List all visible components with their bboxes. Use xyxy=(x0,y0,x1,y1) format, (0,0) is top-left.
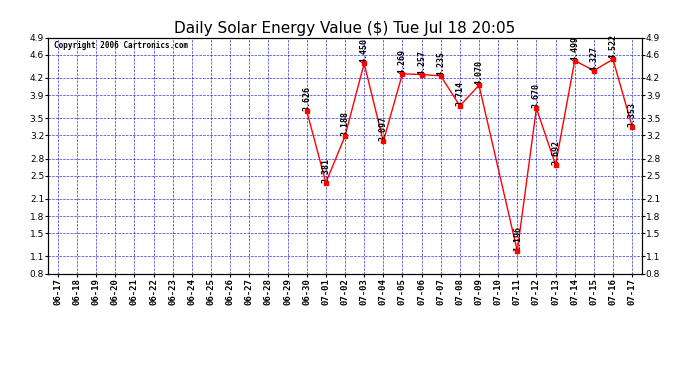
Text: 3.188: 3.188 xyxy=(340,111,350,136)
Text: 2.381: 2.381 xyxy=(322,158,331,183)
Text: 4.235: 4.235 xyxy=(436,51,445,76)
Text: 3.097: 3.097 xyxy=(379,116,388,141)
Text: 3.670: 3.670 xyxy=(532,83,541,108)
Text: 2.692: 2.692 xyxy=(551,140,560,165)
Text: 3.353: 3.353 xyxy=(628,102,637,127)
Text: 4.522: 4.522 xyxy=(609,34,618,59)
Title: Daily Solar Energy Value ($) Tue Jul 18 20:05: Daily Solar Energy Value ($) Tue Jul 18 … xyxy=(175,21,515,36)
Text: 4.070: 4.070 xyxy=(475,60,484,86)
Text: 4.269: 4.269 xyxy=(398,49,407,74)
Text: 4.327: 4.327 xyxy=(589,45,598,70)
Text: 3.714: 3.714 xyxy=(455,81,464,106)
Text: 3.626: 3.626 xyxy=(302,86,311,111)
Text: 1.196: 1.196 xyxy=(513,226,522,251)
Text: 4.257: 4.257 xyxy=(417,50,426,75)
Text: 4.499: 4.499 xyxy=(570,36,579,61)
Text: 4.450: 4.450 xyxy=(359,38,368,63)
Text: Copyright 2006 Cartronics.com: Copyright 2006 Cartronics.com xyxy=(55,41,188,50)
